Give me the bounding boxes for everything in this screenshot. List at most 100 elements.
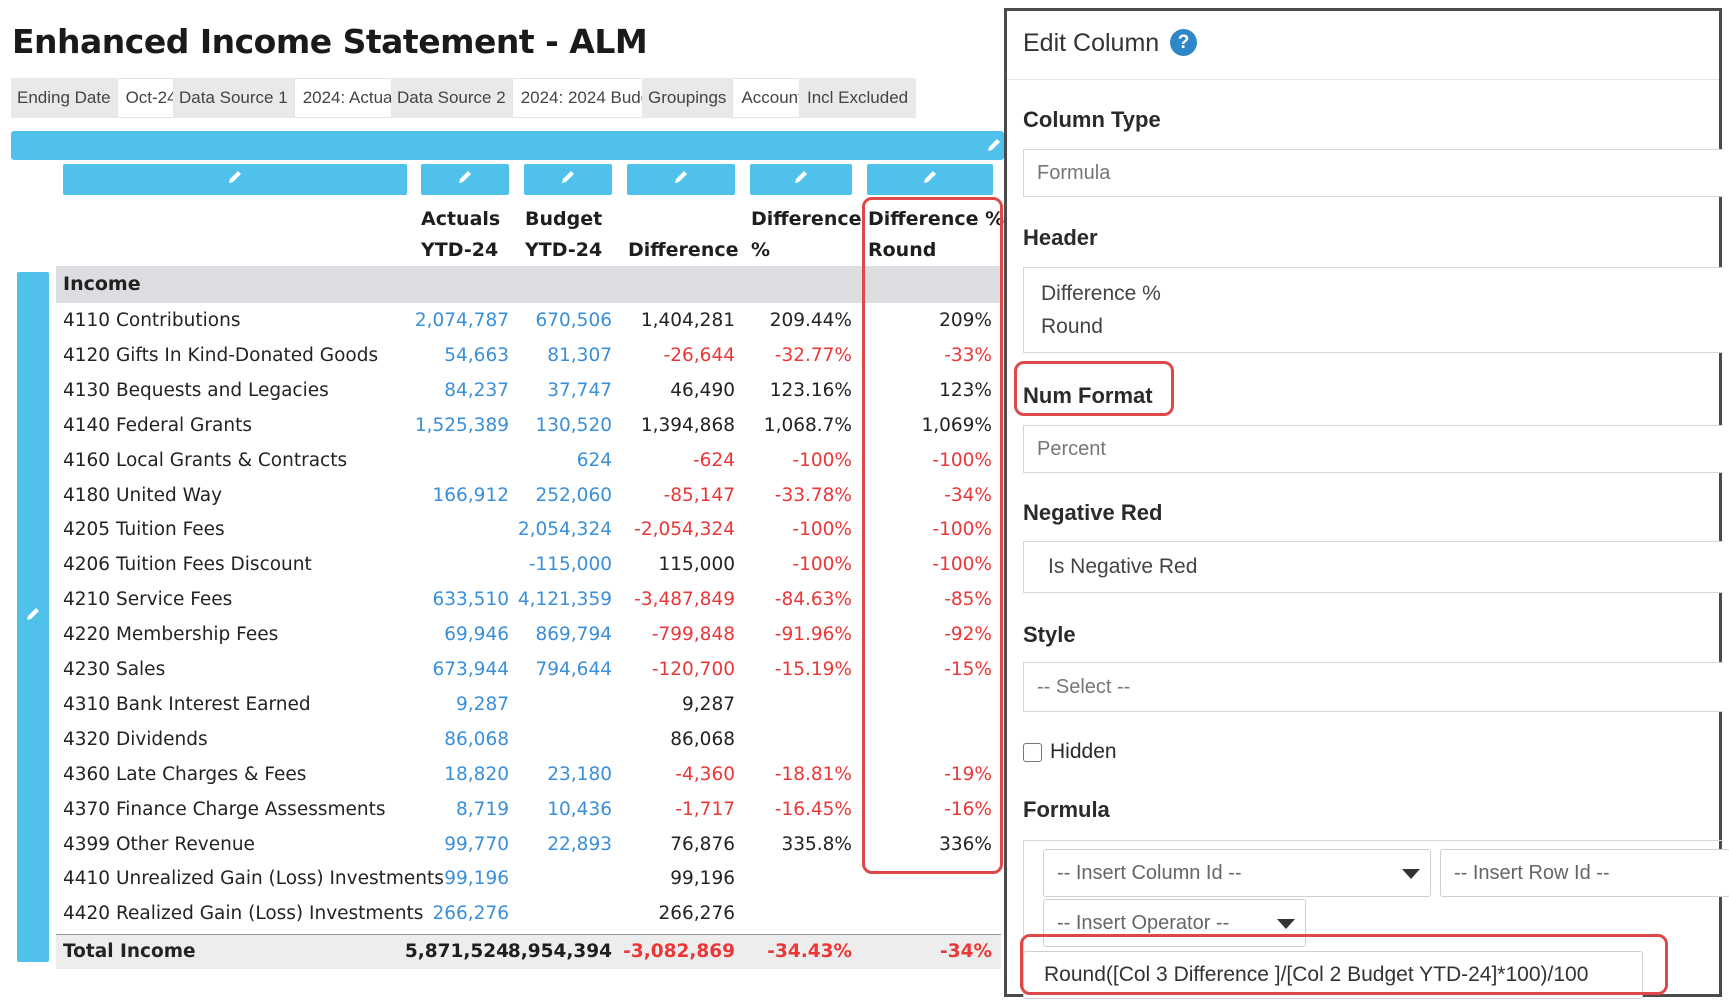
cell-actuals[interactable]: 633,510 — [432, 589, 509, 611]
num-format-field[interactable]: Percent — [1023, 425, 1723, 473]
edit-column-button-account[interactable] — [63, 164, 407, 195]
column-type-label: Column Type — [1023, 107, 1161, 132]
negative-red-label: Negative Red — [1023, 500, 1163, 525]
cell-budget: 8,954,394 — [507, 941, 612, 962]
edit-column-button-difference[interactable] — [627, 164, 735, 195]
header-field-line: Round — [1041, 315, 1103, 338]
cell-budget[interactable]: 670,506 — [535, 310, 612, 331]
report-edit-bar[interactable] — [11, 131, 1004, 160]
cell-budget[interactable]: -115,000 — [528, 554, 612, 576]
filter-value: Account — [732, 78, 812, 118]
table-row: 4130 Bequests and Legacies 84,237 37,747 46… — [0, 373, 1010, 408]
table-row: 4230 Sales 673,944 794,644 -120,700 -15.19% -… — [0, 652, 1010, 687]
filter-groupings[interactable]: Groupings Account — [642, 78, 812, 118]
column-header-difference: Difference — [628, 204, 739, 266]
cell-budget[interactable]: 624 — [576, 449, 612, 471]
cell-actuals[interactable]: 99,196 — [444, 868, 509, 890]
cell-difference: 1,394,868 — [640, 414, 735, 436]
cell-actuals[interactable]: 166,912 — [432, 484, 509, 506]
cell-difference: -1,717 — [675, 798, 735, 820]
filter-incl-excluded[interactable]: Incl Excluded — [799, 78, 917, 118]
cell-difference: 86,068 — [670, 728, 735, 750]
hidden-checkbox-row[interactable]: Hidden — [1023, 740, 1117, 764]
cell-budget[interactable]: 37,747 — [547, 379, 612, 401]
table-row: 4110 Contributions 2,074,787 670,506 1,404,… — [0, 303, 1010, 338]
cell-budget[interactable]: 252,060 — [535, 484, 612, 506]
header-line: YTD-24 — [525, 239, 603, 261]
filter-ending-date[interactable]: Ending Date Oct-24 — [11, 78, 186, 118]
table-row: 4399 Other Revenue 99,770 22,893 76,876 335.… — [0, 827, 1010, 862]
cell-actuals[interactable]: 86,068 — [444, 728, 509, 750]
cell-difference: -4,360 — [675, 763, 735, 785]
pencil-icon[interactable] — [986, 137, 1002, 158]
table-row: 4160 Local Grants & Contracts 624 -624 -100… — [0, 443, 1010, 478]
cell-difference: -85,147 — [663, 484, 735, 506]
negative-red-field[interactable]: Is Negative Red — [1023, 541, 1723, 593]
style-select[interactable]: -- Select -- — [1023, 662, 1723, 712]
cell-actuals[interactable]: 1,525,389 — [414, 414, 509, 436]
pencil-icon[interactable] — [25, 606, 41, 627]
cell-actuals[interactable]: 2,074,787 — [414, 310, 509, 331]
edit-column-button-actuals[interactable] — [421, 164, 509, 195]
num-format-label: Num Format — [1023, 383, 1153, 408]
insert-column-id-select[interactable]: -- Insert Column Id -- — [1043, 849, 1431, 897]
cell-actuals[interactable]: 99,770 — [444, 833, 509, 855]
cell-actuals[interactable]: 9,287 — [456, 693, 509, 715]
row-name: 4370 Finance Charge Assessments — [63, 798, 386, 820]
insert-row-id-select[interactable]: -- Insert Row Id -- — [1440, 849, 1729, 897]
insert-operator-select[interactable]: -- Insert Operator -- — [1043, 899, 1306, 947]
cell-diff-pct: -100% — [792, 449, 852, 471]
section-title-income: Income — [63, 273, 141, 295]
cell-difference: 9,287 — [682, 693, 735, 715]
cell-diff-pct-round: -34% — [944, 484, 992, 506]
cell-actuals[interactable]: 8,719 — [456, 798, 509, 820]
edit-column-button-diff-pct[interactable] — [750, 164, 852, 195]
cell-actuals[interactable]: 18,820 — [444, 763, 509, 785]
highlight-frame — [1014, 361, 1174, 416]
cell-actuals[interactable]: 266,276 — [432, 903, 509, 925]
cell-actuals[interactable]: 84,237 — [444, 379, 509, 401]
cell-budget[interactable]: 10,436 — [547, 798, 612, 820]
row-name: 4110 Contributions — [63, 310, 241, 331]
cell-difference: 115,000 — [658, 554, 735, 576]
cell-budget[interactable]: 23,180 — [547, 763, 612, 785]
cell-actuals[interactable]: 69,946 — [444, 624, 509, 646]
cell-diff-pct: -100% — [792, 554, 852, 576]
cell-actuals[interactable]: 54,663 — [444, 344, 509, 366]
cell-difference: -624 — [693, 449, 735, 471]
hidden-checkbox[interactable] — [1023, 742, 1042, 762]
chevron-down-icon — [1402, 869, 1420, 879]
cell-budget[interactable]: 794,644 — [535, 659, 612, 680]
cell-diff-pct-round: 123% — [939, 379, 992, 401]
cell-diff-pct-round: -100% — [932, 554, 992, 576]
edit-column-button-diff-pct-round[interactable] — [867, 164, 993, 195]
help-icon[interactable]: ? — [1170, 29, 1197, 56]
cell-budget[interactable]: 22,893 — [547, 833, 612, 855]
cell-budget[interactable]: 2,054,324 — [517, 519, 612, 541]
cell-actuals: 5,871,524 — [404, 941, 509, 962]
cell-diff-pct-round: -85% — [944, 589, 992, 611]
cell-budget[interactable]: 4,121,359 — [517, 589, 612, 611]
cell-budget[interactable]: 130,520 — [535, 414, 612, 436]
filter-label: Data Source 1 — [173, 78, 294, 118]
row-name: 4310 Bank Interest Earned — [63, 693, 311, 715]
pencil-icon — [560, 169, 576, 190]
row-group-edit-bar[interactable] — [17, 272, 49, 962]
filter-data-source-1[interactable]: Data Source 1 2024: Actuals — [173, 78, 414, 118]
formula-input[interactable]: Round([Col 3 Difference ]/[Col 2 Budget … — [1023, 951, 1643, 999]
cell-diff-pct-round: -16% — [944, 798, 992, 820]
table-row: 4220 Membership Fees 69,946 869,794 -799,84… — [0, 617, 1010, 652]
cell-budget[interactable]: 81,307 — [547, 344, 612, 366]
cell-diff-pct: -34.43% — [767, 941, 852, 962]
row-name: 4120 Gifts In Kind-Donated Goods — [63, 344, 379, 366]
edit-column-button-budget[interactable] — [524, 164, 612, 195]
cell-budget[interactable]: 869,794 — [535, 624, 612, 646]
row-name: 4220 Membership Fees — [63, 624, 279, 646]
chevron-down-icon — [1277, 919, 1295, 929]
cell-actuals[interactable]: 673,944 — [432, 659, 509, 680]
header-field[interactable]: Difference % Round — [1023, 267, 1723, 353]
header-line: Budget — [525, 208, 603, 230]
column-type-field[interactable]: Formula — [1023, 149, 1723, 197]
filter-data-source-2[interactable]: Data Source 2 2024: 2024 Budget — [391, 78, 674, 118]
table-row: 4180 United Way 166,912 252,060 -85,147 -33.… — [0, 478, 1010, 513]
